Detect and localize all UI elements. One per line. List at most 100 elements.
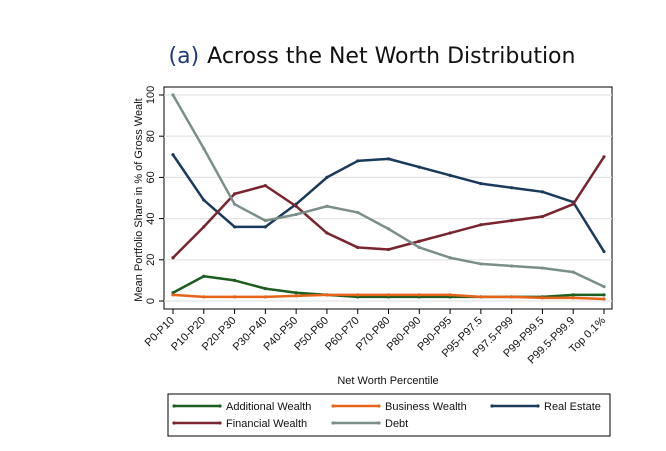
legend-swatch-dot bbox=[377, 421, 381, 425]
data-point bbox=[202, 198, 206, 202]
data-point bbox=[602, 155, 606, 159]
x-axis-label: Net Worth Percentile bbox=[337, 375, 438, 387]
legend-swatch-dot bbox=[331, 404, 335, 408]
series-debt bbox=[171, 93, 606, 289]
data-point bbox=[571, 296, 575, 300]
data-point bbox=[356, 159, 360, 163]
legend-swatch-dot bbox=[331, 421, 335, 425]
series-financial-wealth bbox=[171, 155, 606, 260]
chart-title-prefix: (a) bbox=[169, 44, 200, 69]
data-point bbox=[540, 190, 545, 194]
chart-title: (a) Across the Net Worth Distribution bbox=[169, 44, 576, 69]
legend-swatch-dot bbox=[218, 404, 222, 408]
data-point bbox=[263, 184, 267, 188]
data-point bbox=[417, 293, 421, 297]
data-point bbox=[202, 146, 206, 151]
data-point bbox=[325, 175, 329, 179]
gridlines bbox=[164, 94, 612, 302]
chart-title-main: Across the Net Worth Distribution bbox=[207, 44, 575, 69]
legend-swatch-dot bbox=[172, 404, 176, 408]
data-point bbox=[202, 295, 206, 299]
data-point bbox=[232, 202, 237, 206]
data-point bbox=[386, 247, 391, 252]
legend-swatch-dot bbox=[377, 404, 381, 408]
data-point bbox=[263, 225, 267, 229]
data-point bbox=[540, 266, 545, 270]
y-tick-label: 20 bbox=[145, 254, 157, 266]
y-tick-label: 80 bbox=[145, 130, 157, 142]
data-point bbox=[171, 153, 175, 157]
data-point bbox=[171, 93, 175, 97]
plot-area bbox=[163, 86, 613, 310]
data-point bbox=[602, 284, 606, 289]
data-point bbox=[294, 291, 298, 295]
data-point bbox=[417, 165, 421, 169]
data-point bbox=[171, 256, 175, 260]
legend-swatch-dot bbox=[536, 404, 540, 408]
series-business-wealth bbox=[171, 293, 606, 301]
data-point bbox=[571, 270, 575, 274]
data-point bbox=[294, 204, 298, 208]
legend-label: Business Wealth bbox=[385, 401, 467, 413]
data-point bbox=[571, 202, 575, 206]
legend-label: Real Estate bbox=[544, 401, 601, 413]
y-tick-label: 60 bbox=[145, 171, 157, 183]
data-point bbox=[356, 210, 360, 215]
data-point bbox=[417, 245, 421, 250]
legend-swatch-dot bbox=[490, 404, 494, 408]
data-point bbox=[448, 256, 452, 260]
y-tick-label: 0 bbox=[145, 298, 157, 304]
data-point bbox=[356, 293, 360, 297]
data-point bbox=[602, 249, 606, 254]
legend-item: Business Wealth bbox=[331, 401, 467, 413]
data-point bbox=[479, 262, 483, 266]
legend: Additional Wealth Business Wealth Real Est… bbox=[172, 401, 601, 430]
data-point bbox=[602, 293, 606, 297]
legend-swatch-dot bbox=[218, 421, 222, 425]
data-point bbox=[325, 293, 329, 297]
data-point bbox=[448, 231, 452, 235]
data-point bbox=[356, 245, 360, 250]
data-point bbox=[263, 287, 267, 291]
series-lines bbox=[171, 93, 606, 301]
x-axis-ticks: P0-P10P10-P20P20-P30P30-P40P40-P50P50-P6… bbox=[143, 309, 608, 366]
legend-label: Financial Wealth bbox=[226, 418, 307, 430]
legend-box bbox=[167, 393, 611, 437]
data-point bbox=[510, 186, 514, 190]
data-point bbox=[263, 219, 267, 223]
y-tick-label: 100 bbox=[145, 86, 157, 104]
data-point bbox=[602, 297, 606, 301]
data-point bbox=[510, 264, 514, 268]
data-point bbox=[232, 225, 237, 229]
y-tick-label: 40 bbox=[145, 212, 157, 224]
data-point bbox=[232, 278, 237, 282]
data-point bbox=[171, 293, 175, 297]
data-point bbox=[448, 293, 452, 297]
data-point bbox=[386, 293, 391, 297]
data-point bbox=[479, 181, 483, 186]
data-point bbox=[510, 219, 514, 223]
legend-label: Debt bbox=[385, 418, 408, 430]
data-point bbox=[510, 295, 514, 299]
data-point bbox=[386, 157, 391, 161]
data-point bbox=[417, 239, 421, 243]
data-point bbox=[202, 225, 206, 229]
data-point bbox=[325, 231, 329, 235]
legend-swatch-dot bbox=[172, 421, 176, 425]
legend-item: Real Estate bbox=[490, 401, 601, 413]
data-point bbox=[325, 204, 329, 208]
series-real-estate bbox=[171, 153, 606, 254]
data-point bbox=[479, 223, 483, 227]
data-point bbox=[386, 227, 391, 231]
legend-item: Financial Wealth bbox=[172, 418, 307, 430]
data-point bbox=[263, 295, 267, 299]
data-point bbox=[540, 296, 545, 300]
legend-item: Additional Wealth bbox=[172, 401, 311, 413]
data-point bbox=[232, 295, 237, 299]
data-point bbox=[232, 192, 237, 196]
data-point bbox=[294, 212, 298, 217]
data-point bbox=[540, 214, 545, 219]
y-axis-ticks: 0 20 40 60 80 100 bbox=[145, 86, 164, 304]
data-point bbox=[202, 274, 206, 278]
